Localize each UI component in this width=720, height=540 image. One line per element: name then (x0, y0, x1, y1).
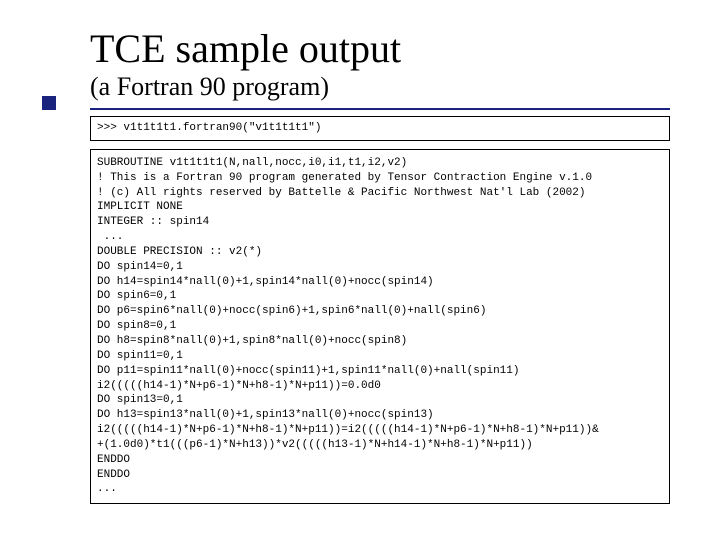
code-line: ! (c) All rights reserved by Battelle & … (97, 187, 585, 199)
code-line: +(1.0d0)*t1(((p6-1)*N+h13))*v2(((((h13-1… (97, 439, 533, 451)
bullet-square-icon (42, 96, 56, 110)
code-line: i2(((((h14-1)*N+p6-1)*N+h8-1)*N+p11))=i2… (97, 424, 599, 436)
prompt-code-block: >>> v1t1t1t1.fortran90("v1t1t1t1") (90, 116, 670, 141)
code-line: IMPLICIT NONE (97, 201, 183, 213)
code-line: DO h8=spin8*nall(0)+1,spin8*nall(0)+nocc… (97, 335, 407, 347)
slide-title: TCE sample output (90, 28, 670, 70)
code-line: i2(((((h14-1)*N+p6-1)*N+h8-1)*N+p11))=0.… (97, 380, 381, 392)
code-line: SUBROUTINE v1t1t1t1(N,nall,nocc,i0,i1,t1… (97, 157, 407, 169)
slide-subtitle: (a Fortran 90 program) (90, 72, 670, 110)
code-line: DO h14=spin14*nall(0)+1,spin14*nall(0)+n… (97, 276, 434, 288)
code-line: DO p6=spin6*nall(0)+nocc(spin6)+1,spin6*… (97, 305, 486, 317)
code-line: INTEGER :: spin14 (97, 216, 209, 228)
code-line: DO p11=spin11*nall(0)+nocc(spin11)+1,spi… (97, 365, 519, 377)
code-line: DOUBLE PRECISION :: v2(*) (97, 246, 262, 258)
prompt-line: >>> v1t1t1t1.fortran90("v1t1t1t1") (97, 122, 321, 134)
code-line: DO spin13=0,1 (97, 394, 183, 406)
code-line: ENDDO (97, 469, 130, 481)
slide: TCE sample output (a Fortran 90 program)… (0, 0, 720, 540)
code-line: ! This is a Fortran 90 program generated… (97, 172, 592, 184)
code-line: DO spin8=0,1 (97, 320, 176, 332)
code-line: DO spin14=0,1 (97, 261, 183, 273)
code-line: DO spin11=0,1 (97, 350, 183, 362)
code-line: DO h13=spin13*nall(0)+1,spin13*nall(0)+n… (97, 409, 434, 421)
code-line: ... (97, 231, 123, 243)
code-line: ... (97, 483, 117, 495)
code-line: ENDDO (97, 454, 130, 466)
fortran-code-block: SUBROUTINE v1t1t1t1(N,nall,nocc,i0,i1,t1… (90, 149, 670, 504)
code-line: DO spin6=0,1 (97, 290, 176, 302)
